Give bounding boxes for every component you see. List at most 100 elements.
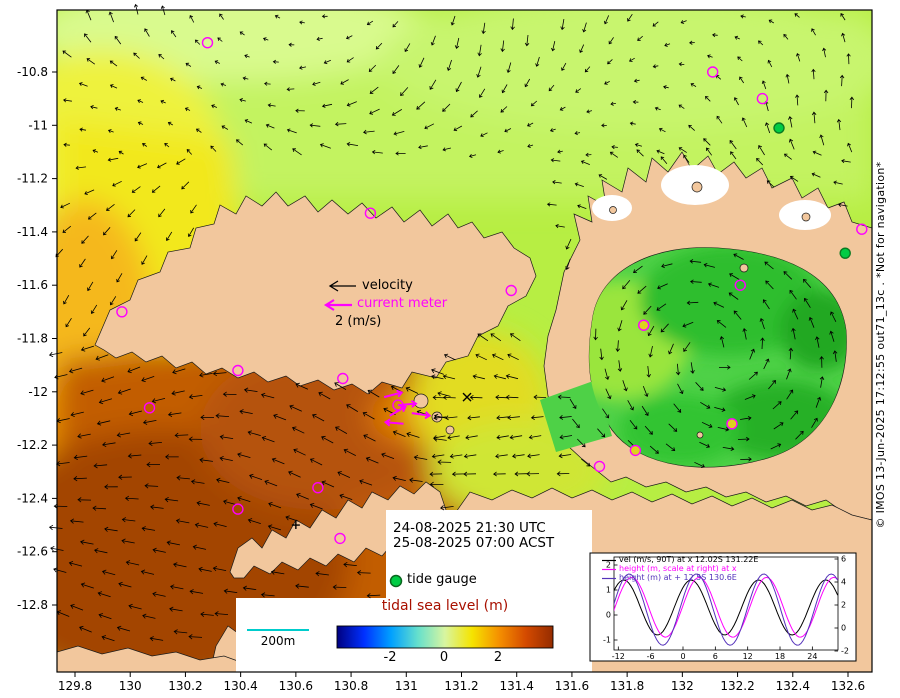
station-marker-magenta <box>505 284 517 297</box>
inset-x-tick-label: 6 <box>713 652 718 661</box>
colorbar-tick-label: -2 <box>383 650 397 665</box>
small-island <box>609 206 617 214</box>
station-marker-magenta <box>707 66 719 78</box>
copyright-notice: © IMOS 13-Jun-2025 17:12:55 out71_13c . … <box>874 161 887 529</box>
landmass-tiwi-islands <box>94 191 537 395</box>
station-marker-magenta <box>337 372 349 385</box>
x-tick-label: 132.6 <box>831 679 865 693</box>
inset-yleft-tick-label: 0 <box>606 611 611 620</box>
station-marker-magenta <box>856 223 868 235</box>
tide-gauge-icon <box>389 574 403 588</box>
inset-yright-tick-label: -2 <box>841 647 849 656</box>
station-marker-magenta <box>201 37 214 49</box>
inset-yright-tick-label: 2 <box>841 601 846 610</box>
gulf-island <box>696 431 704 439</box>
axis-ticks: 129.8 130 130.2 130.4 130.6 130.8 131 131.2 131.… <box>17 65 865 693</box>
velocity-arrow-icon <box>328 280 356 292</box>
station-marker-magenta <box>143 402 156 414</box>
station-marker-yellow <box>638 319 650 331</box>
station-marker-magenta <box>364 207 377 219</box>
x-tick-label: 131.4 <box>500 679 534 693</box>
y-tick-label: -11.4 <box>17 225 48 239</box>
station-marker-magenta <box>232 503 244 515</box>
inset-yleft-tick-label: -1 <box>603 636 611 645</box>
gulf-island <box>739 263 749 273</box>
station-marker-magenta <box>734 279 746 291</box>
tide-gauge-legend-label: tide gauge <box>407 572 477 587</box>
small-island <box>691 181 703 193</box>
inset-x-tick-label: -6 <box>647 652 655 661</box>
current-meter-legend-label: current meter <box>357 296 448 311</box>
y-tick-label: -12.2 <box>17 438 48 452</box>
inset-x-tick-label: 0 <box>680 652 685 661</box>
station-marker-yellow <box>726 418 738 430</box>
x-tick-label: 130.4 <box>223 679 257 693</box>
station-marker-green <box>773 122 785 134</box>
vernon-island <box>413 393 429 409</box>
inset-legend-entry: height (m) at + 12.5S 130.6E <box>619 573 737 582</box>
velocity-legend-label: velocity <box>362 278 413 293</box>
y-tick-label: -11.6 <box>17 278 48 292</box>
gulf-color-patches <box>589 247 847 465</box>
vernon-island <box>445 425 455 435</box>
current-meter-arrow-icon <box>323 299 352 311</box>
plot-border <box>56 9 873 673</box>
station-marker-magenta <box>312 482 324 494</box>
x-tick-label: 129.8 <box>58 679 92 693</box>
y-tick-label: -12.4 <box>17 491 48 505</box>
timestamp-utc: 24-08-2025 21:30 UTC <box>393 520 546 536</box>
colorbar <box>336 625 554 649</box>
inset-yright-tick-label: 0 <box>841 624 846 633</box>
x-tick-label: 132 <box>671 679 694 693</box>
site-symbols <box>291 392 472 530</box>
inset-x-tick-label: 18 <box>775 652 785 661</box>
clarence-strait-water <box>540 380 612 452</box>
timestamp-acst: 25-08-2025 07:00 ACST <box>393 535 555 551</box>
inset-yleft-tick-label: 2 <box>606 561 611 570</box>
inset-content: -12 -6 0 6 12 18 24 2 1 0 -1 6 4 2 0 -2 <box>602 555 849 661</box>
y-tick-label: -11.2 <box>17 172 48 186</box>
site-symbol-+ <box>291 521 300 530</box>
station-marker-magenta <box>116 306 128 318</box>
station-marker-magenta <box>334 532 346 545</box>
y-tick-label: -11.8 <box>17 332 48 346</box>
inset-yright-tick-label: 4 <box>841 578 846 587</box>
inset-curves <box>614 573 838 646</box>
station-marker-magenta <box>593 460 606 473</box>
y-tick-label: -11 <box>28 118 48 132</box>
colorbar-tick-label: 0 <box>439 650 449 665</box>
inset-legend-entry: vel (m/s, 90T) at x 12.02S 131.22E <box>619 555 759 564</box>
x-tick-label: 132.4 <box>776 679 810 693</box>
velocity-scale-label: 2 (m/s) <box>335 314 382 329</box>
inset-yleft-tick-label: 1 <box>606 586 611 595</box>
colorbar-tick-label: 2 <box>493 650 503 665</box>
inset-tide-chart: -12 -6 0 6 12 18 24 2 1 0 -1 6 4 2 0 -2 <box>589 552 857 662</box>
x-tick-label: 130.2 <box>168 679 202 693</box>
y-tick-label: -10.8 <box>17 65 48 79</box>
x-tick-label: 131.8 <box>610 679 644 693</box>
x-tick-label: 130 <box>119 679 142 693</box>
y-tick-label: -12 <box>28 385 48 399</box>
x-tick-label: 131.2 <box>444 679 478 693</box>
inset-x-tick-label: -12 <box>612 652 625 661</box>
station-markers <box>116 37 868 545</box>
x-tick-label: 131.6 <box>555 679 589 693</box>
y-tick-label: -12.8 <box>17 598 48 612</box>
landmass-darwin-coast <box>229 481 447 579</box>
station-marker-magenta <box>232 364 244 377</box>
velocity-arrows <box>48 3 855 642</box>
inset-legend-entry: height (m, scale at right) at x <box>619 564 737 573</box>
inset-x-tick-label: 24 <box>807 652 817 661</box>
current-meter-arrows <box>383 389 432 427</box>
x-tick-label: 130.8 <box>334 679 368 693</box>
site-symbol-x <box>462 392 472 402</box>
inset-yright-tick-label: 6 <box>841 555 846 564</box>
x-tick-label: 130.6 <box>279 679 313 693</box>
station-marker-magenta <box>756 92 769 105</box>
small-island <box>801 212 811 222</box>
station-marker-green <box>839 247 851 259</box>
station-marker-yellow <box>629 444 642 457</box>
y-tick-label: -12.6 <box>17 545 48 559</box>
